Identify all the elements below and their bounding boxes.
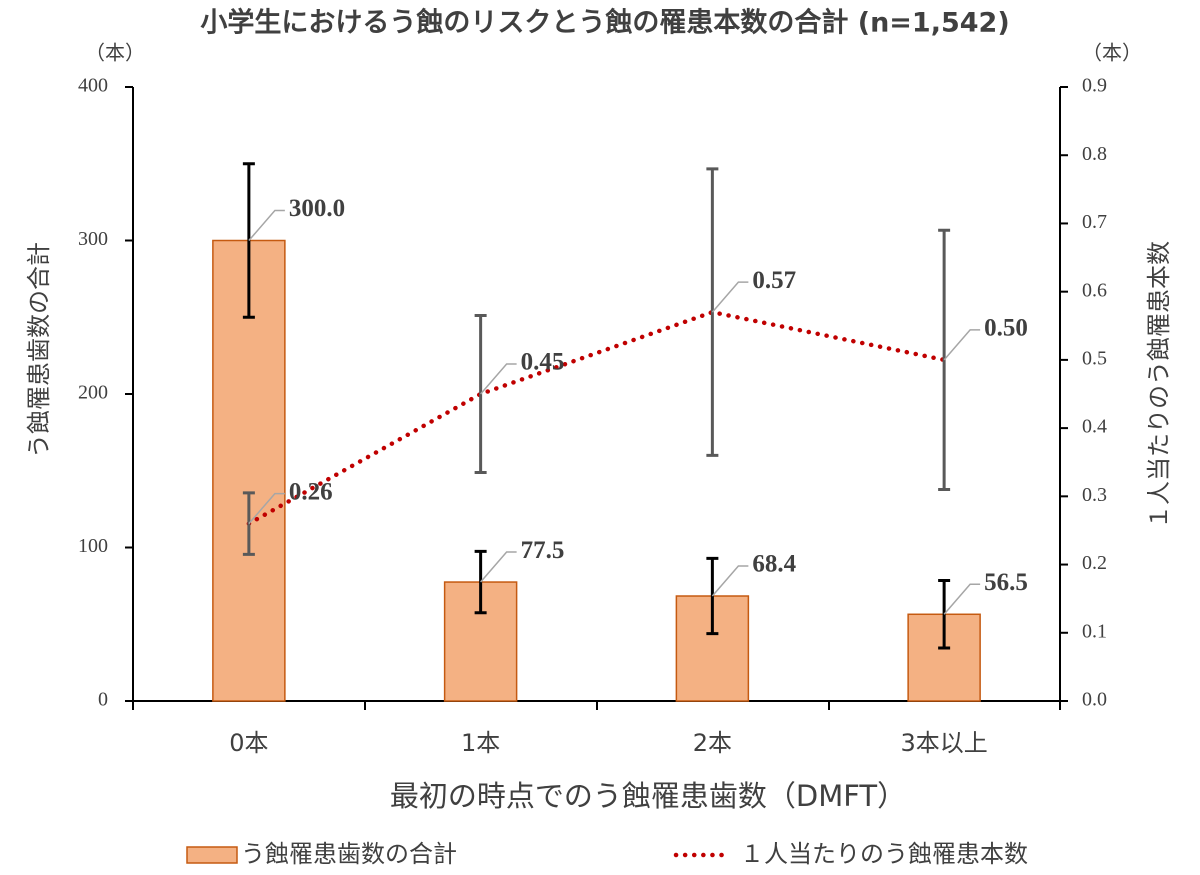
- y-tick-label: 400: [78, 75, 108, 97]
- data-label: 56.5: [984, 569, 1028, 596]
- legend-label: １人当たりのう蝕罹患本数: [740, 840, 1028, 868]
- x-tick-label: 3本以上: [900, 729, 987, 757]
- y2-tick-label: 0.6: [1082, 279, 1107, 301]
- y-axis-label: う蝕罹患歯数の合計: [25, 242, 53, 458]
- chart-title: 小学生におけるう蝕のリスクとう蝕の罹患本数の合計 (n=1,542): [200, 7, 1009, 39]
- y2-unit: （本）: [1082, 42, 1142, 65]
- y2-tick-label: 0.7: [1082, 211, 1107, 233]
- y2-tick-label: 0.0: [1082, 689, 1107, 711]
- data-label: 0.57: [752, 267, 796, 294]
- y2-tick-label: 0.3: [1082, 484, 1107, 506]
- error-bar: [706, 167, 719, 457]
- error-bar: [938, 228, 951, 492]
- data-label: 77.5: [521, 537, 565, 564]
- label-leader: [248, 209, 285, 241]
- label-leader: [943, 329, 981, 361]
- y-unit: （本）: [85, 42, 145, 65]
- y2-tick-label: 0.9: [1082, 75, 1107, 97]
- line: [246, 309, 947, 526]
- legend-swatch: [186, 846, 238, 864]
- y-tick-label: 300: [78, 228, 108, 250]
- y2-tick-label: 0.5: [1082, 347, 1107, 369]
- legend-label: う蝕罹患歯数の合計: [241, 840, 457, 868]
- x-tick-label: 1本: [461, 729, 500, 757]
- y-tick-label: 200: [78, 382, 108, 404]
- y2-tick-label: 0.2: [1082, 552, 1107, 574]
- x-tick-label: 0本: [229, 729, 268, 757]
- y2-tick-label: 0.8: [1082, 143, 1107, 165]
- label-leader: [711, 281, 749, 313]
- label-leader: [943, 583, 981, 615]
- data-label: 68.4: [752, 551, 796, 578]
- data-label: 0.26: [289, 478, 333, 505]
- x-axis-label: 最初の時点でのう蝕罹患歯数（DMFT）: [390, 779, 906, 813]
- y2-tick-label: 0.4: [1082, 416, 1107, 438]
- y-tick-label: 100: [78, 535, 108, 557]
- data-label: 300.0: [289, 195, 345, 222]
- x-tick-label: 2本: [693, 729, 732, 757]
- label-leader: [480, 551, 517, 583]
- label-leader: [711, 565, 749, 597]
- label-leader: [480, 363, 517, 395]
- data-label: 0.45: [521, 349, 565, 376]
- data-label: 0.50: [984, 315, 1028, 342]
- label-leader: [248, 492, 285, 525]
- y2-tick-label: 0.1: [1082, 620, 1107, 642]
- y-tick-label: 0: [98, 689, 108, 711]
- y2-axis-label: １人当たりのう蝕罹患本数: [1145, 241, 1173, 529]
